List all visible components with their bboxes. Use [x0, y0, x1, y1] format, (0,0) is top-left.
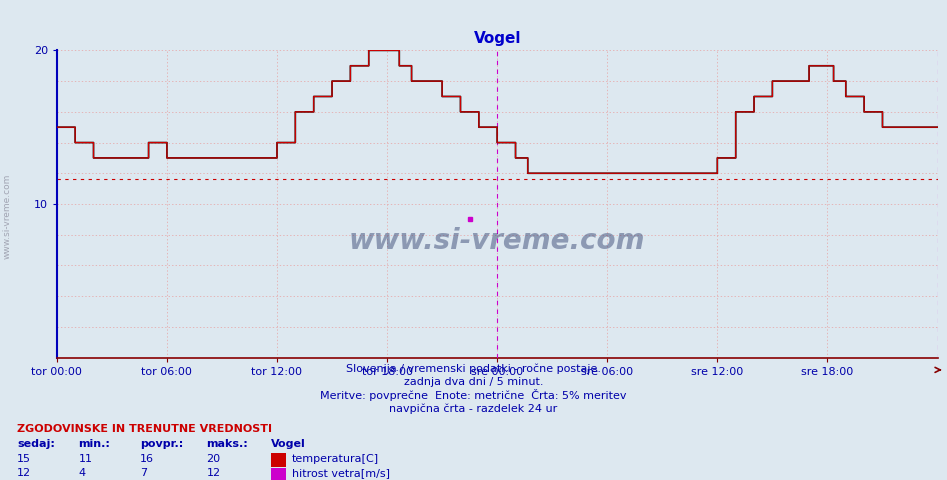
Text: Vogel: Vogel: [271, 439, 306, 449]
Text: 15: 15: [17, 454, 31, 464]
Text: 11: 11: [79, 454, 93, 464]
Text: Meritve: povprečne  Enote: metrične  Črta: 5% meritev: Meritve: povprečne Enote: metrične Črta:…: [320, 389, 627, 401]
Text: Slovenija / vremenski podatki - ročne postaje.: Slovenija / vremenski podatki - ročne po…: [346, 363, 601, 374]
Text: zadnja dva dni / 5 minut.: zadnja dva dni / 5 minut.: [403, 377, 544, 387]
Text: povpr.:: povpr.:: [140, 439, 184, 449]
Text: hitrost vetra[m/s]: hitrost vetra[m/s]: [292, 468, 389, 478]
Text: 12: 12: [206, 468, 221, 478]
Text: www.si-vreme.com: www.si-vreme.com: [348, 227, 646, 255]
Text: 7: 7: [140, 468, 148, 478]
Text: 4: 4: [79, 468, 86, 478]
Text: temperatura[C]: temperatura[C]: [292, 454, 379, 464]
Text: navpična črta - razdelek 24 ur: navpična črta - razdelek 24 ur: [389, 404, 558, 414]
Text: min.:: min.:: [79, 439, 111, 449]
Text: 16: 16: [140, 454, 154, 464]
Text: maks.:: maks.:: [206, 439, 248, 449]
Text: www.si-vreme.com: www.si-vreme.com: [3, 173, 12, 259]
Text: 20: 20: [206, 454, 221, 464]
Text: ZGODOVINSKE IN TRENUTNE VREDNOSTI: ZGODOVINSKE IN TRENUTNE VREDNOSTI: [17, 424, 272, 434]
Title: Vogel: Vogel: [474, 32, 521, 47]
Text: sedaj:: sedaj:: [17, 439, 55, 449]
Text: 12: 12: [17, 468, 31, 478]
